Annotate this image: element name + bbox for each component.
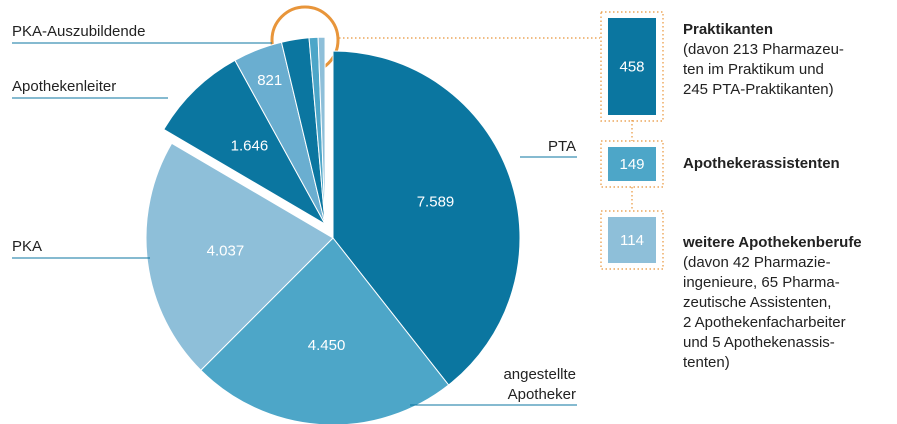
pie-slice <box>317 36 326 225</box>
box-title: weitere Apothekenberufe <box>682 234 862 251</box>
box-title: Apothekerassistenten <box>683 155 840 172</box>
category-label: Apothekenleiter <box>12 78 116 95</box>
box-description: (davon 42 Pharmazie- <box>683 254 831 271</box>
pie-slice <box>145 142 334 371</box>
slice-value-label: 1.646 <box>231 137 269 154</box>
box-description: (davon 213 Pharmazeu- <box>683 41 844 58</box>
pie-slice <box>163 59 327 226</box>
box-frame <box>600 11 664 122</box>
box-value-label: 149 <box>619 156 644 173</box>
box-value-label: 114 <box>620 232 644 249</box>
box-description: 2 Apothekenfacharbeiter <box>683 314 846 331</box>
box-description: und 5 Apothekenassis- <box>683 334 835 351</box>
category-label: PKA-Auszubildende <box>12 23 145 40</box>
category-label: angestellte Apotheker <box>503 366 576 403</box>
slice-value-label: 4.450 <box>308 337 346 354</box>
value-box <box>608 217 656 263</box>
box-value-label: 458 <box>619 58 644 75</box>
slice-value-label: 821 <box>257 72 282 89</box>
category-label: PTA <box>548 138 576 155</box>
slice-value-label: 4.037 <box>207 243 245 260</box>
value-box <box>608 18 656 115</box>
pie-slice <box>332 50 521 386</box>
box-frame <box>600 140 664 188</box>
category-label: PKA <box>12 238 42 255</box>
box-description: 245 PTA-Praktikanten) <box>683 81 834 98</box>
box-title: Praktikanten <box>683 21 773 38</box>
box-description: ten im Praktikum und <box>683 61 824 78</box>
box-description: tenten) <box>683 354 730 371</box>
value-box <box>608 147 656 181</box>
box-description: ingenieure, 65 Pharma- <box>683 274 840 291</box>
pie-slice <box>200 237 450 424</box>
slice-value-label: 7.589 <box>417 193 455 210</box>
box-description: zeutische Assistenten, <box>683 294 831 311</box>
